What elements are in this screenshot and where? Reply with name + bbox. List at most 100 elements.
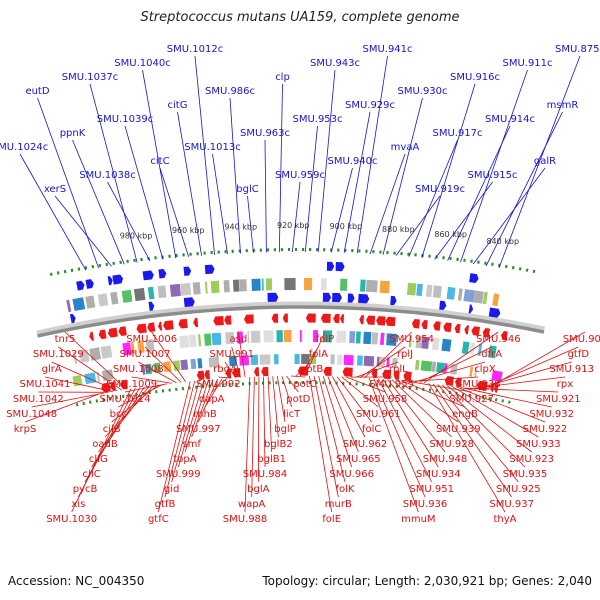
reverse-label-connector — [455, 386, 546, 423]
reverse-cds-arrow — [224, 315, 232, 325]
feature-block — [247, 331, 250, 344]
feature-block — [463, 289, 476, 303]
feature-block — [283, 330, 292, 343]
forward-label-connector — [37, 97, 100, 269]
reverse-gene-label: licT — [283, 409, 301, 420]
ruler-dot — [82, 401, 85, 406]
feature-block — [431, 361, 437, 372]
feature-block — [432, 285, 442, 299]
reverse-gene-label: SMU.913 — [549, 364, 594, 375]
reverse-label-connector — [437, 384, 519, 483]
feature-block — [482, 291, 488, 305]
feature-block — [259, 354, 271, 365]
reverse-gene-label: SMU.958 — [363, 394, 408, 405]
reverse-gene-label: SMU.988 — [223, 514, 268, 525]
reverse-label-connector — [138, 361, 177, 384]
reverse-label-connector — [341, 376, 379, 408]
feature-block — [371, 332, 379, 345]
reverse-label-connector — [31, 392, 104, 408]
forward-label-connector — [472, 167, 546, 265]
forward-gene-label: SMU.959c — [275, 170, 325, 181]
feature-block — [363, 331, 372, 345]
forward-label-connector — [247, 195, 254, 253]
forward-label-connector — [194, 55, 215, 255]
reverse-gene-label: SMU.937 — [489, 499, 534, 510]
forward-label-connector — [395, 195, 441, 256]
reverse-gene-label: SMU.935 — [503, 469, 548, 480]
feature-block — [180, 359, 189, 371]
forward-gene-label: SMU.917c — [432, 128, 482, 139]
forward-label-connector — [159, 167, 190, 258]
reverse-cds-arrow — [333, 314, 340, 324]
reverse-label-connector — [346, 376, 386, 393]
reverse-gene-label: SMU.923 — [509, 454, 554, 465]
reverse-gene-label: SMU.932 — [529, 409, 574, 420]
reverse-cds-arrow — [376, 316, 386, 326]
feature-block — [386, 357, 390, 368]
feature-block — [211, 332, 222, 346]
feature-block — [330, 354, 335, 365]
reverse-cds-arrow — [147, 322, 156, 333]
reverse-gene-label: gtfC — [148, 514, 169, 525]
reverse-gene-label: bglP — [274, 424, 296, 435]
reverse-label-connector — [281, 376, 293, 408]
reverse-cds-arrow — [421, 319, 428, 330]
forward-cds-arrow — [468, 304, 474, 314]
forward-cds-arrow — [76, 280, 85, 291]
feature-block — [163, 361, 172, 373]
ruler-tick-label: 860 kbp — [434, 230, 467, 239]
reverse-label-connector — [51, 361, 118, 392]
forward-label-connector — [142, 69, 177, 259]
ruler-tick-label: 980 kbp — [120, 232, 153, 241]
reverse-label-connector — [419, 346, 492, 383]
reverse-gene-label: pycB — [73, 484, 98, 495]
reverse-label-connector — [332, 376, 366, 438]
forward-cds-arrow — [390, 295, 397, 306]
feature-block — [301, 354, 310, 365]
reverse-gene-label: mmuM — [401, 514, 435, 525]
feature-block — [492, 293, 500, 307]
feature-block — [100, 345, 113, 359]
feature-block — [488, 345, 497, 359]
feature-block — [416, 283, 423, 297]
reverse-label-connector — [111, 384, 159, 423]
reverse-cds-arrow — [342, 367, 353, 377]
reverse-cds-arrow — [339, 314, 344, 324]
reverse-label-connector — [267, 376, 273, 453]
forward-cds-arrow — [326, 261, 335, 271]
reverse-label-connector — [131, 376, 172, 384]
forward-cds-track — [69, 292, 501, 324]
reverse-gene-label: rpx — [557, 379, 573, 390]
feature-block — [304, 278, 313, 291]
reverse-gene-label: topA — [173, 454, 196, 465]
reverse-gene-label: SMU.999 — [156, 469, 201, 480]
forward-label-connector — [19, 153, 87, 271]
forward-label-connector — [177, 111, 203, 256]
reverse-gene-label: SMU.925 — [496, 484, 541, 495]
reverse-cds-arrow — [136, 323, 147, 334]
forward-label-connector — [229, 97, 241, 254]
reverse-label-connector — [251, 376, 255, 498]
forward-gene-label: SMU.915c — [467, 170, 517, 181]
ruler-tick — [49, 272, 53, 276]
reverse-gene-label: SMU.1048 — [6, 409, 57, 420]
reverse-cds-arrow — [403, 371, 412, 381]
feature-block — [276, 330, 283, 343]
forward-cds-arrow — [107, 276, 113, 286]
reverse-gene-label: clpX — [474, 364, 496, 375]
lower-ruler-ring — [75, 381, 511, 407]
reverse-cds-arrow — [98, 329, 107, 340]
reverse-cds-arrow — [193, 317, 199, 328]
reverse-gene-label: SMU.954 — [389, 334, 434, 345]
ruler-dot — [75, 403, 79, 407]
reverse-label-connector — [313, 376, 339, 498]
forward-cds-arrow — [335, 262, 345, 272]
ruler-dot — [508, 400, 511, 404]
reverse-gene-label: SMU.984 — [243, 469, 288, 480]
feature-block — [420, 360, 433, 372]
reverse-gene-label: folP — [316, 334, 334, 345]
reverse-gene-label: SMU.933 — [516, 439, 561, 450]
forward-label-connector — [212, 153, 228, 255]
feature-block — [190, 358, 197, 370]
reverse-label-connector — [244, 377, 251, 513]
